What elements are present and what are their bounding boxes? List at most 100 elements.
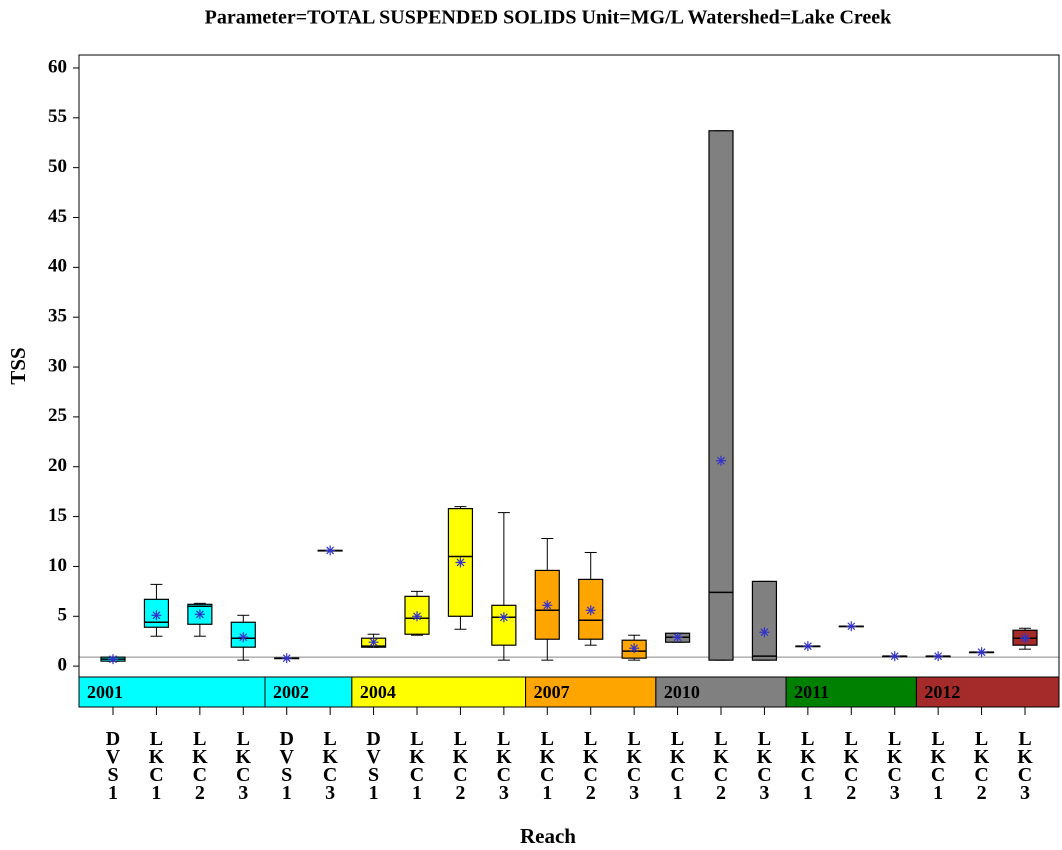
- mean-marker: [716, 455, 726, 466]
- year-label: 2007: [534, 682, 570, 702]
- y-axis-label: TSS: [6, 347, 30, 384]
- x-tick-char: C: [453, 764, 467, 786]
- y-tick-label: 5: [58, 605, 68, 626]
- x-tick-char: K: [236, 746, 252, 768]
- x-tick-char: C: [149, 764, 163, 786]
- x-tick-char: C: [670, 764, 684, 786]
- x-tick-char: L: [931, 728, 944, 750]
- y-tick-label: 35: [48, 306, 67, 327]
- mean-marker: [368, 637, 379, 648]
- x-tick-char: L: [541, 728, 554, 750]
- x-tick-char: C: [1018, 764, 1032, 786]
- x-tick-char: 1: [108, 782, 118, 804]
- x-tick-char: 3: [499, 782, 509, 804]
- mean-stroke: [760, 628, 769, 637]
- x-tick-char: K: [974, 746, 990, 768]
- x-tick-char: C: [540, 764, 554, 786]
- x-tick-char: C: [757, 764, 771, 786]
- mean-stroke: [282, 654, 291, 663]
- y-tick-label: 55: [48, 106, 67, 127]
- y-tick-label: 0: [58, 654, 68, 675]
- x-tick-char: K: [409, 746, 425, 768]
- year-label: 2010: [664, 682, 700, 702]
- mean-stroke: [717, 456, 725, 465]
- x-tick-char: L: [150, 728, 163, 750]
- mean-stroke: [152, 611, 161, 620]
- x-tick-char: C: [931, 764, 945, 786]
- x-tick-char: 2: [977, 782, 987, 804]
- mean-marker: [194, 609, 205, 620]
- x-tick-char: K: [713, 746, 729, 768]
- y-tick-label: 20: [48, 455, 67, 476]
- x-tick-char: 1: [412, 782, 422, 804]
- mean-stroke: [1021, 634, 1029, 643]
- x-tick-char: 2: [455, 782, 465, 804]
- x-tick-char: L: [671, 728, 684, 750]
- x-tick-char: V: [106, 746, 121, 768]
- mean-marker: [846, 621, 857, 632]
- y-tick-label: 45: [48, 206, 67, 227]
- mean-marker: [238, 632, 249, 643]
- year-label: 2001: [87, 682, 123, 702]
- x-tick-char: C: [497, 764, 511, 786]
- mean-stroke: [369, 638, 378, 647]
- x-tick-char: K: [670, 746, 686, 768]
- mean-stroke: [456, 558, 465, 567]
- mean-stroke: [630, 644, 639, 653]
- x-tick-char: L: [584, 728, 597, 750]
- x-tick-char: 3: [759, 782, 769, 804]
- mean-marker: [629, 643, 640, 654]
- x-tick-char: 3: [238, 782, 248, 804]
- x-tick-char: L: [801, 728, 814, 750]
- mean-marker: [455, 557, 466, 568]
- x-tick-char: K: [322, 746, 338, 768]
- x-tick-char: C: [193, 764, 207, 786]
- x-tick-char: 1: [542, 782, 552, 804]
- x-tick-char: 1: [673, 782, 683, 804]
- year-band: [655, 676, 787, 708]
- x-tick-char: L: [627, 728, 640, 750]
- x-tick-char: K: [800, 746, 816, 768]
- x-tick-char: 2: [586, 782, 596, 804]
- x-tick-char: 3: [325, 782, 335, 804]
- x-tick-char: K: [626, 746, 642, 768]
- y-tick-label: 25: [48, 405, 67, 426]
- x-tick-char: L: [497, 728, 510, 750]
- x-tick-char: C: [801, 764, 815, 786]
- x-tick-char: C: [974, 764, 988, 786]
- mean-marker: [1020, 633, 1030, 644]
- x-tick-char: K: [930, 746, 946, 768]
- mean-marker: [325, 545, 336, 556]
- x-tick-char: 1: [933, 782, 943, 804]
- mean-stroke: [195, 610, 204, 619]
- year-label: 2002: [273, 682, 309, 702]
- mean-marker: [498, 612, 509, 623]
- y-tick-label: 15: [48, 505, 67, 526]
- x-tick-char: V: [279, 746, 294, 768]
- box: [751, 580, 778, 661]
- x-tick-char: K: [496, 746, 512, 768]
- mean-stroke: [977, 648, 986, 657]
- chart-title: Parameter=TOTAL SUSPENDED SOLIDS Unit=MG…: [205, 7, 893, 29]
- year-band: [351, 676, 527, 708]
- year-band: [915, 676, 1060, 708]
- x-tick-char: L: [410, 728, 423, 750]
- x-tick-char: C: [323, 764, 337, 786]
- x-tick-char: L: [758, 728, 771, 750]
- plot-frame: [78, 54, 1060, 708]
- x-tick-char: 1: [282, 782, 292, 804]
- x-tick-char: 1: [803, 782, 813, 804]
- mean-stroke: [847, 622, 856, 631]
- y-tick-label: 50: [48, 156, 67, 177]
- year-label: 2012: [924, 682, 960, 702]
- x-tick-char: L: [975, 728, 988, 750]
